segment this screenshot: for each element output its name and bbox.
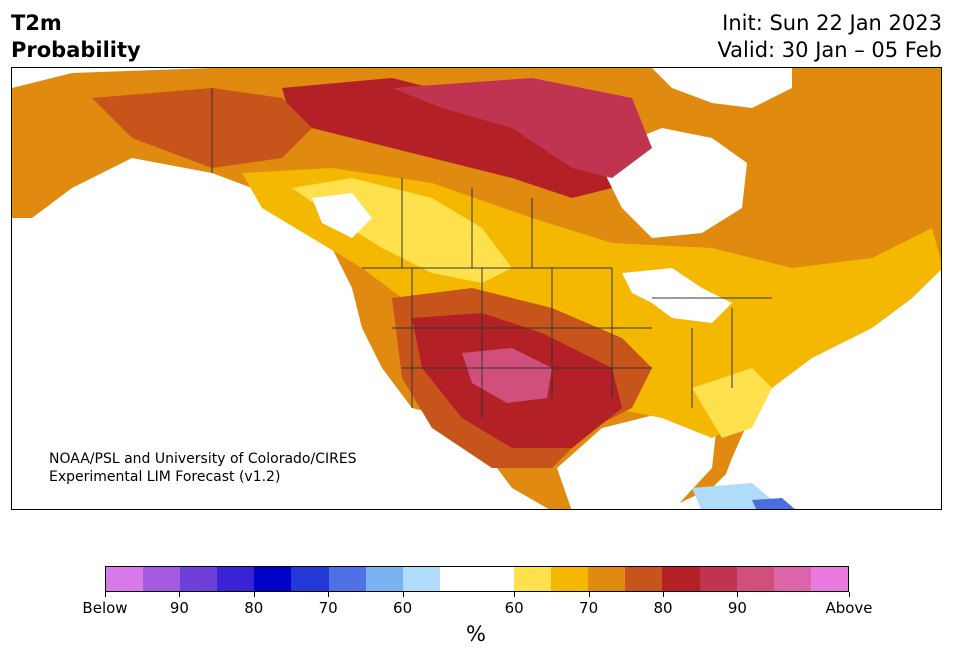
colorbar: [105, 566, 849, 592]
colorbar-tick-label: 70: [579, 599, 599, 617]
colorbar-tick-label: 90: [727, 599, 747, 617]
band-above-southwest: [462, 348, 552, 403]
attribution: NOAA/PSL and University of Colorado/CIRE…: [49, 450, 357, 486]
colorbar-segment: [588, 567, 626, 591]
colorbar-segment: [365, 567, 403, 591]
colorbar-segment: [106, 567, 144, 591]
colorbar-tick-label: 60: [504, 599, 524, 617]
colorbar-tickmark: [402, 592, 404, 597]
attribution-line-1: NOAA/PSL and University of Colorado/CIRE…: [49, 451, 357, 467]
map-title: T2m Probability: [11, 10, 141, 64]
gulf-water: [557, 413, 717, 509]
map-canvas: [12, 68, 941, 509]
colorbar-tickmark: [253, 592, 255, 597]
band-below-60: [312, 193, 372, 238]
band-80-west: [92, 88, 312, 168]
colorbar-segment: [625, 567, 663, 591]
band-below-80-carib: [752, 498, 795, 509]
colorbar-tick-label: 80: [653, 599, 673, 617]
colorbar-segment: [773, 567, 811, 591]
political-borders: [211, 88, 772, 418]
colorbar-segment: [662, 567, 700, 591]
colorbar-tickmark: [514, 592, 516, 597]
colorbar-tickmark: [849, 592, 850, 597]
colorbar-tick-label: 80: [244, 599, 264, 617]
colorbar-tick-label: 60: [393, 599, 413, 617]
colorbar-tick-label: 70: [318, 599, 338, 617]
colorbar-segment: [291, 567, 329, 591]
colorbar-tickmark: [105, 592, 106, 597]
colorbar-segment: [810, 567, 848, 591]
colorbar-segment: [254, 567, 292, 591]
colorbar-segment: [699, 567, 737, 591]
colorbar-segment: [217, 567, 255, 591]
init-date: Init: Sun 22 Jan 2023: [722, 11, 942, 35]
arctic-water: [652, 68, 792, 108]
colorbar-tickmark: [328, 592, 330, 597]
colorbar-segment: [402, 567, 440, 591]
attribution-line-2: Experimental LIM Forecast (v1.2): [49, 469, 281, 485]
title-line-variable: T2m: [11, 11, 62, 35]
colorbar-tick-label: Below: [82, 599, 128, 617]
colorbar-segment: [514, 567, 552, 591]
colorbar-tickmark: [588, 592, 590, 597]
title-line-type: Probability: [11, 38, 141, 62]
colorbar-segment: [439, 567, 477, 591]
band-80-canada: [282, 78, 612, 198]
colorbar-segment: [143, 567, 181, 591]
colorbar-segment: [551, 567, 589, 591]
colorbar-unit: %: [466, 622, 486, 646]
colorbar-tick-label: Above: [825, 599, 873, 617]
colorbar-tickmark: [663, 592, 664, 597]
valid-dates: Valid: 30 Jan – 05 Feb: [717, 38, 942, 62]
band-90-canada: [392, 78, 652, 178]
great-lakes: [622, 268, 732, 323]
colorbar-segment: [736, 567, 774, 591]
colorbar-segment: [180, 567, 218, 591]
forecast-dates: Init: Sun 22 Jan 2023 Valid: 30 Jan – 05…: [717, 10, 942, 64]
colorbar-tickmark: [737, 592, 739, 597]
band-60-southeast: [692, 368, 772, 438]
colorbar-segment: [328, 567, 366, 591]
probability-map: [11, 67, 942, 510]
atlantic-water: [712, 298, 941, 509]
colorbar-tick-label: 90: [169, 599, 189, 617]
colorbar-tickmark: [179, 592, 181, 597]
colorbar-segment: [476, 567, 515, 591]
